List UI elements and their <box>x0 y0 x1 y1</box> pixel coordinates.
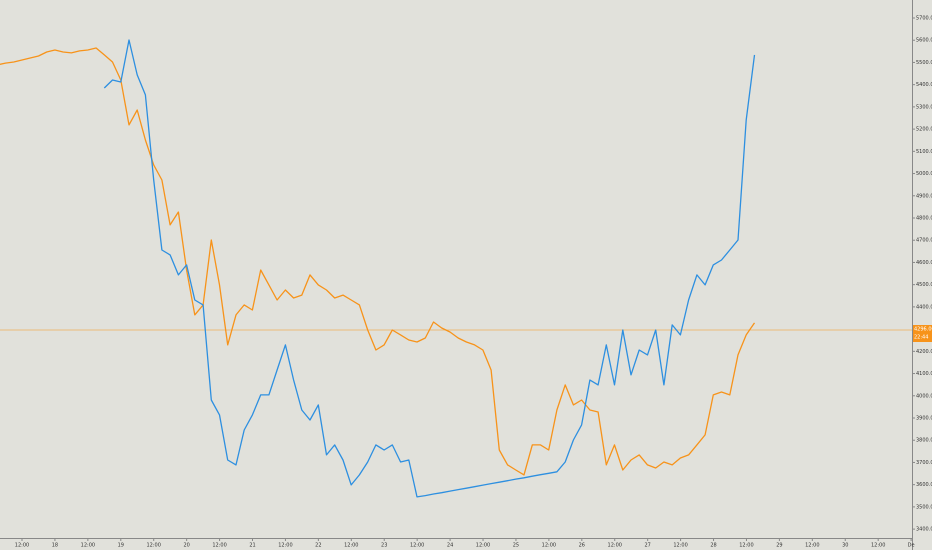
y-tick-label: 4900.00 <box>916 193 932 199</box>
y-tick-label: 4600.00 <box>916 260 932 266</box>
x-tick-label: 12:00 <box>147 543 161 549</box>
x-tick-label: 25 <box>513 543 519 549</box>
x-tick-label: 29 <box>776 543 782 549</box>
x-tick-label: 12:00 <box>739 543 753 549</box>
x-tick-label: 12:00 <box>673 543 687 549</box>
series-line <box>0 47 756 476</box>
x-tick-label: 12:00 <box>212 543 226 549</box>
y-tick-label: 3600.00 <box>916 482 932 488</box>
y-tick-label: 5000.00 <box>916 171 932 177</box>
y-tick-label: 3700.00 <box>916 460 932 466</box>
y-tick-label: 5500.00 <box>916 60 932 66</box>
price-label-box <box>913 325 932 342</box>
x-tick-label: 23 <box>381 543 387 549</box>
x-tick-label: 24 <box>447 543 453 549</box>
y-tick-label: 4200.00 <box>916 349 932 355</box>
x-tick-label: 12:00 <box>476 543 490 549</box>
x-tick-label: 12:00 <box>81 543 95 549</box>
y-tick-label: 3500.00 <box>916 504 932 510</box>
x-tick-label: 12:00 <box>608 543 622 549</box>
y-tick-label: 5700.00 <box>916 16 932 22</box>
price-label: 4296.00 <box>914 327 932 333</box>
y-tick-label: 4500.00 <box>916 282 932 288</box>
x-tick-label: 18 <box>52 543 58 549</box>
y-tick-label: 5400.00 <box>916 82 932 88</box>
y-tick-label: 5200.00 <box>916 127 932 133</box>
y-tick-label: 4800.00 <box>916 216 932 222</box>
x-tick-label: 12:00 <box>871 543 885 549</box>
y-tick-label: 3400.00 <box>916 527 932 533</box>
y-tick-label: 4700.00 <box>916 238 932 244</box>
y-tick-label: 5600.00 <box>916 38 932 44</box>
x-tick-label: 12:00 <box>805 543 819 549</box>
countdown-label: 22:44 <box>914 335 928 341</box>
x-tick-label: 21 <box>249 543 255 549</box>
x-tick-label: 26 <box>579 543 585 549</box>
x-tick-label: 22 <box>315 543 321 549</box>
x-tick-label: 12:00 <box>15 543 29 549</box>
x-tick-label: 27 <box>644 543 650 549</box>
x-tick-label: 28 <box>710 543 716 549</box>
y-tick-label: 5300.00 <box>916 104 932 110</box>
series-line <box>103 39 756 498</box>
y-tick-label: 4400.00 <box>916 304 932 310</box>
x-tick-label: 19 <box>118 543 124 549</box>
x-tick-label: 12:00 <box>410 543 424 549</box>
y-tick-label: 5100.00 <box>916 149 932 155</box>
x-tick-label: 30 <box>842 543 848 549</box>
y-tick-label: 3800.00 <box>916 438 932 444</box>
x-tick-label: 12:00 <box>542 543 556 549</box>
x-tick-label: 12:00 <box>278 543 292 549</box>
y-tick-label: 4000.00 <box>916 393 932 399</box>
x-tick-label: 20 <box>183 543 189 549</box>
y-tick-label: 4100.00 <box>916 371 932 377</box>
x-tick-label: De <box>908 543 915 549</box>
y-tick-label: 3900.00 <box>916 416 932 422</box>
x-tick-label: 12:00 <box>344 543 358 549</box>
